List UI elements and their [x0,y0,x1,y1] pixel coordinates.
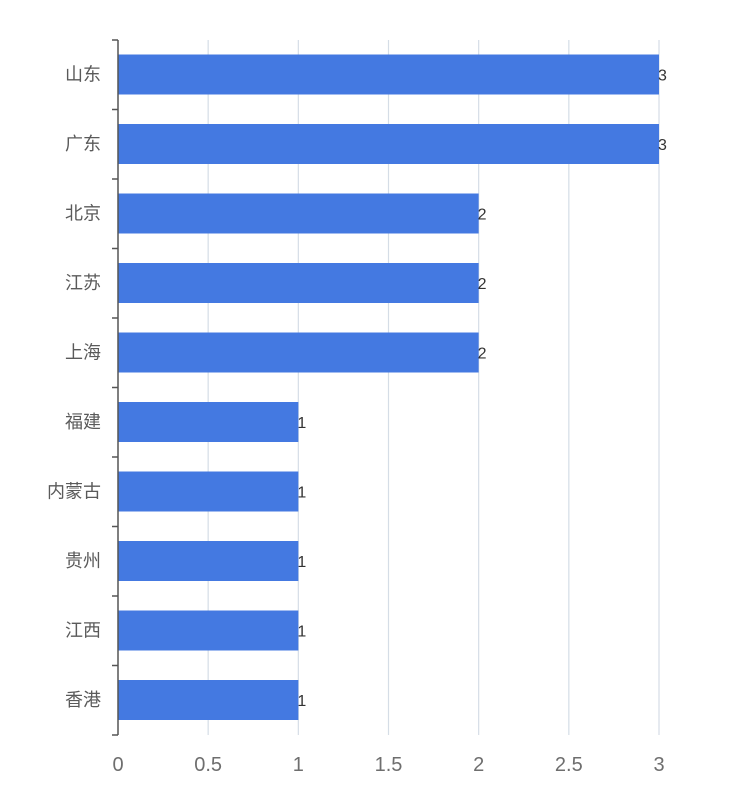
bar [118,124,659,164]
y-category-label: 香港 [65,690,101,710]
bar-data-label: 3 [658,137,667,154]
bar-data-label: 2 [478,276,487,293]
x-tick-label: 1 [293,754,304,776]
y-category-label: 江西 [65,621,101,641]
bar [118,54,659,95]
bar-data-label: 1 [297,485,306,502]
label-layer: 0 0.5 1 1.5 2 2.5 3 3 山东 3 广东 2 北京 2 江苏 2 上海 1 福建 1 内蒙古 1 贵州 1 江… [47,65,667,777]
bar [118,263,479,303]
bar [118,193,479,234]
bar [118,332,479,373]
bar-data-label: 3 [658,68,667,85]
y-category-label: 山东 [65,65,101,85]
y-category-label: 上海 [65,343,101,363]
x-tick-label: 0 [112,754,123,776]
x-tick-label: 2.5 [555,754,583,776]
x-tick-label: 2 [473,754,484,776]
x-tick-label: 1.5 [375,754,403,776]
bar-data-label: 1 [297,415,306,432]
y-category-label: 江苏 [65,273,101,293]
bar [118,541,299,581]
bar-data-label: 1 [297,624,306,641]
y-category-label: 贵州 [65,551,101,571]
bar [118,610,299,651]
x-tick-label: 0.5 [194,754,222,776]
bar-data-label: 2 [478,207,487,224]
y-category-label: 内蒙古 [47,482,101,502]
y-category-label: 广东 [65,134,101,154]
bar [118,471,299,512]
bar [118,402,299,442]
bar-data-label: 1 [297,554,306,571]
bar [118,680,299,720]
y-category-label: 福建 [65,412,101,432]
bar-data-label: 2 [478,346,487,363]
axis-layer [112,39,119,736]
bar-layer [118,54,659,720]
y-category-label: 北京 [65,204,101,224]
x-tick-label: 3 [653,754,664,776]
bar-data-label: 1 [297,693,306,710]
